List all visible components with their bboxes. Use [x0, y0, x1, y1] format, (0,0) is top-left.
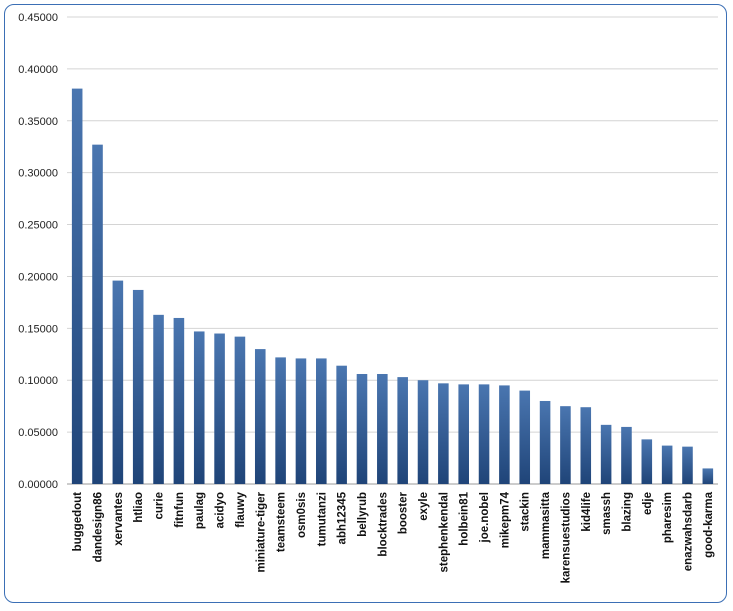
x-tick-label: booster [398, 491, 410, 534]
bar-dandesign86 [92, 144, 103, 484]
bar-teamsteem [275, 357, 286, 484]
bar-blocktrades [377, 373, 388, 484]
bar-enazwahsdarb [682, 446, 693, 484]
bar-stackin [519, 390, 531, 484]
x-tick-label: abh12345 [337, 491, 349, 544]
bar-joe.nobel [478, 384, 490, 484]
x-tick-label: mikepm74 [499, 491, 511, 548]
x-tick-label: flauwy [235, 491, 247, 527]
y-tick-label: 0.20000 [18, 271, 58, 283]
x-tick-label: paulag [194, 492, 206, 529]
bar-exyle [417, 380, 429, 484]
bar-holbein81 [458, 384, 469, 484]
bar-edje [641, 439, 653, 484]
y-tick-label: 0.35000 [18, 116, 58, 128]
y-tick-label: 0.15000 [18, 323, 58, 335]
x-tick-label: miniature-tiger [255, 491, 267, 572]
bar-fitnfun [173, 317, 185, 484]
bar-smassh [600, 424, 612, 484]
x-tick-label: acidyo [215, 492, 227, 528]
x-tick-label: blazing [621, 492, 633, 532]
x-tick-label: mammasitta [540, 491, 552, 559]
x-tick-label: edje [642, 492, 654, 515]
x-tick-label: smassh [601, 492, 613, 535]
bar-flauwy [234, 336, 246, 484]
bar-xervantes [112, 280, 124, 484]
x-tick-label: stephenkendal [438, 492, 450, 573]
bar-buggedout [71, 88, 83, 485]
x-tick-label: curie [154, 492, 166, 520]
x-tick-label: karensuestudios [560, 492, 572, 583]
bars [71, 88, 714, 485]
gridlines [67, 16, 718, 485]
bar-pharesim [661, 445, 673, 484]
y-tick-label: 0.45000 [18, 12, 58, 24]
bar-acidyo [214, 333, 225, 484]
x-tick-label: good-karma [703, 491, 715, 557]
y-tick-label: 0.00000 [18, 479, 58, 491]
bar-blazing [621, 426, 632, 484]
bar-mikepm74 [499, 385, 510, 484]
x-tick-label: pharesim [662, 492, 674, 543]
x-tick-label: enazwahsdarb [682, 492, 694, 571]
y-tick-label: 0.25000 [18, 220, 58, 232]
bar-mammasitta [539, 400, 551, 484]
x-tick-label: dandesign86 [93, 492, 105, 562]
x-tick-label: tumutanzi [316, 492, 328, 546]
chart-frame [4, 4, 727, 603]
x-tick-label: buggedout [72, 492, 84, 552]
x-tick-label: fitnfun [174, 492, 186, 528]
bar-karensuestudios [560, 406, 571, 484]
x-tick-label: htliao [133, 492, 145, 523]
y-tick-label: 0.30000 [18, 168, 58, 180]
x-tick-label: xervantes [113, 492, 125, 546]
x-tick-label: blocktrades [377, 492, 389, 557]
bar-abh12345 [336, 365, 347, 484]
bar-kid4life [580, 407, 592, 484]
x-tick-label: osm0sis [296, 492, 308, 538]
x-axis: buggedout dandesign86 xervantes htliao curie… [72, 491, 715, 583]
bar-good-karma [702, 468, 714, 484]
bar-curie [153, 314, 164, 484]
x-tick-label: teamsteem [276, 492, 288, 552]
y-axis: 0.00000 0.05000 0.10000 0.15000 0.20000 0.250… [18, 12, 58, 491]
y-tick-label: 0.10000 [18, 375, 58, 387]
x-tick-label: kid4life [581, 492, 593, 532]
x-tick-label: bellyrub [357, 492, 369, 537]
x-tick-label: stackin [520, 492, 532, 532]
bar-miniature-tiger [254, 349, 266, 484]
bar-htliao [132, 289, 144, 484]
bar-paulag [193, 331, 205, 484]
x-tick-label: holbein81 [459, 491, 471, 545]
x-tick-label: joe.nobel [479, 492, 491, 543]
bar-booster [397, 377, 408, 484]
bar-stephenkendal [438, 383, 449, 484]
y-tick-label: 0.05000 [18, 427, 58, 439]
bar-osm0sis [295, 358, 307, 484]
bar-tumutanzi [316, 358, 327, 484]
bar-bellyrub [356, 373, 368, 484]
y-tick-label: 0.40000 [18, 64, 58, 76]
x-tick-label: exyle [418, 492, 430, 521]
